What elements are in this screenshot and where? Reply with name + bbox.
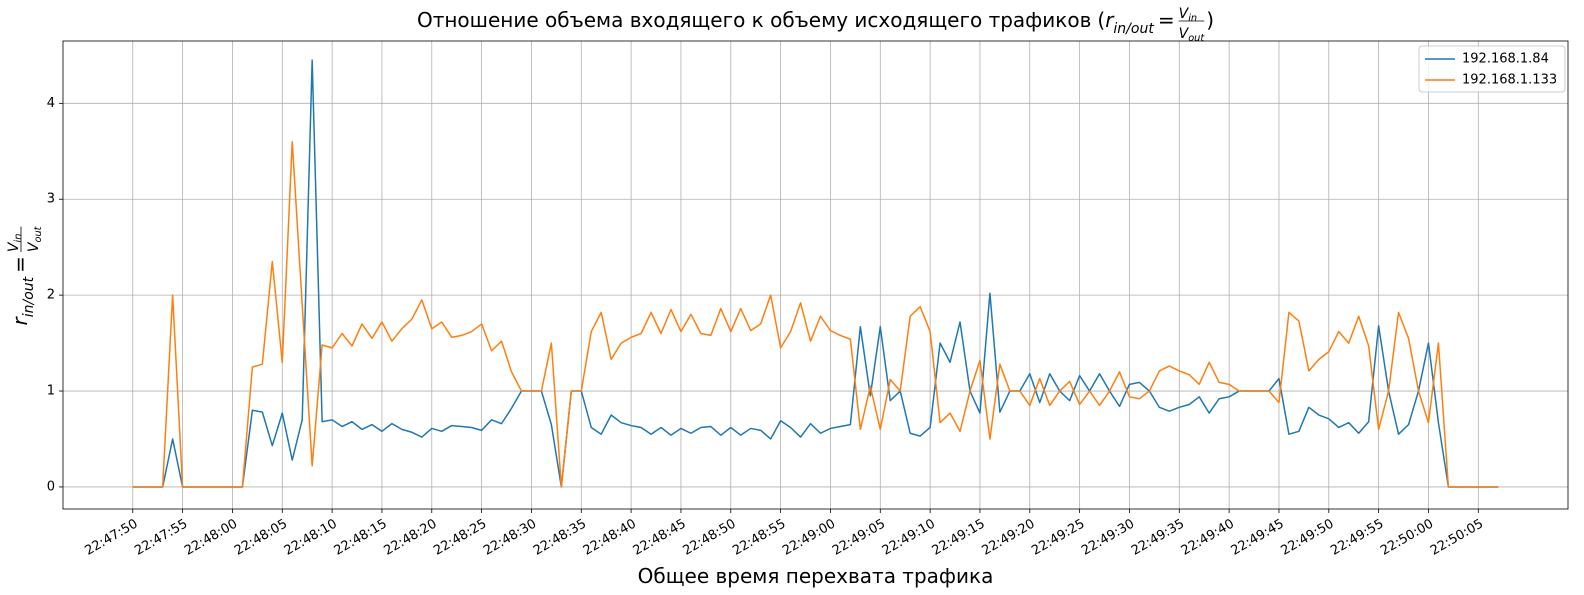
series-line bbox=[132, 140, 1499, 488]
legend-box bbox=[1418, 45, 1566, 93]
x-axis-label: Общее время перехвата трафика bbox=[638, 564, 994, 588]
formula-subscript: out bbox=[33, 225, 44, 242]
formula-equals: = bbox=[1158, 8, 1175, 32]
formula-subscript: in/out bbox=[1113, 21, 1154, 37]
y-tick-label: 3 bbox=[47, 192, 55, 207]
y-tick-label: 2 bbox=[47, 288, 55, 303]
formula-denominator: V bbox=[1179, 26, 1190, 42]
chart-title: Отношение объема входящего к объему исхо… bbox=[417, 6, 1214, 44]
series-line bbox=[132, 59, 1499, 488]
formula-numerator: V bbox=[1179, 6, 1190, 22]
formula-numerator: V bbox=[6, 241, 22, 252]
chart-title-text: Отношение объема входящего к объему исхо… bbox=[417, 8, 1091, 32]
y-tick-label: 4 bbox=[47, 96, 55, 111]
formula-subscript: in bbox=[13, 234, 24, 243]
formula-equals: = bbox=[8, 256, 32, 273]
legend-label: 192.168.1.133 bbox=[1462, 73, 1557, 88]
y-tick-label: 0 bbox=[47, 479, 55, 494]
plot-frame bbox=[62, 40, 1569, 510]
formula-subscript: out bbox=[1188, 33, 1205, 44]
formula-denominator: V bbox=[26, 241, 42, 252]
y-tick-label: 1 bbox=[47, 384, 55, 399]
chart-title-paren: ( bbox=[1097, 8, 1105, 32]
formula-symbol: r bbox=[8, 316, 32, 326]
legend-label: 192.168.1.84 bbox=[1462, 52, 1549, 67]
chart-title-paren: ) bbox=[1206, 8, 1214, 32]
formula-symbol: r bbox=[1105, 8, 1115, 32]
formula-subscript: in/out bbox=[21, 276, 37, 317]
formula-subscript: in bbox=[1188, 13, 1197, 24]
